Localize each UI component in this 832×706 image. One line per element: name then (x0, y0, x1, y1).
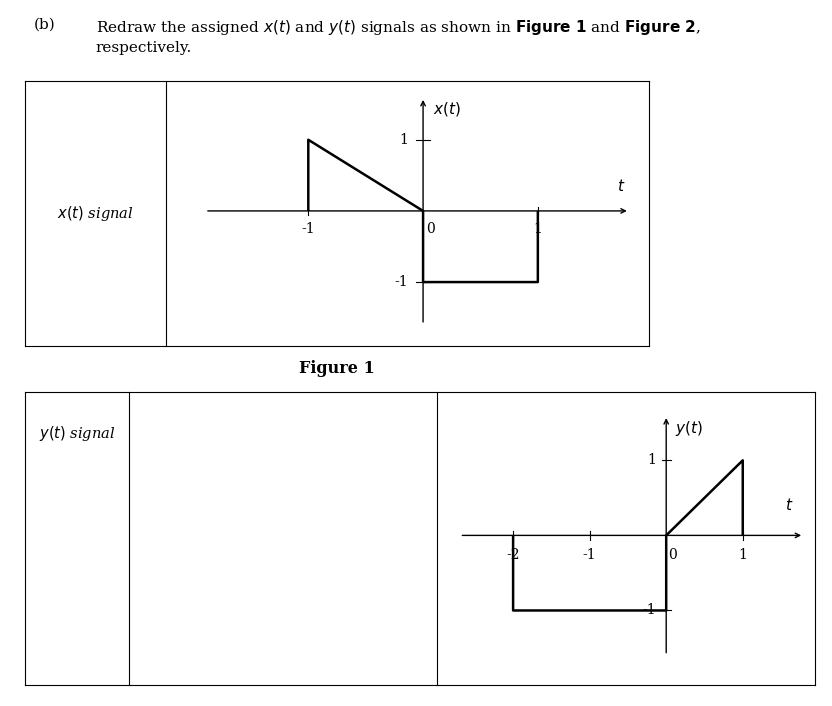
Text: $x(t)$: $x(t)$ (433, 100, 461, 119)
Text: respectively.: respectively. (96, 41, 192, 55)
Text: 1: 1 (738, 548, 747, 562)
Text: -1: -1 (583, 548, 597, 562)
Text: -1: -1 (301, 222, 315, 236)
Text: $t$: $t$ (617, 178, 626, 194)
Text: $y(t)$: $y(t)$ (676, 419, 703, 438)
Text: Redraw the assigned $x(t)$ and $y(t)$ signals as shown in $\mathbf{Figure\ 1}$ a: Redraw the assigned $x(t)$ and $y(t)$ si… (96, 18, 701, 37)
Text: -1: -1 (394, 275, 408, 289)
Text: 1: 1 (533, 222, 542, 236)
Text: 0: 0 (427, 222, 435, 236)
Text: $y(t)$ signal: $y(t)$ signal (38, 424, 116, 443)
Text: (b): (b) (33, 18, 55, 32)
Text: 0: 0 (668, 548, 677, 562)
Text: -1: -1 (642, 604, 656, 618)
Text: 1: 1 (647, 453, 656, 467)
Text: $t$: $t$ (785, 497, 793, 513)
Text: 1: 1 (399, 133, 408, 147)
Text: $x(t)$ signal: $x(t)$ signal (57, 204, 134, 223)
Text: Figure 1: Figure 1 (299, 360, 375, 377)
Text: -2: -2 (507, 548, 520, 562)
